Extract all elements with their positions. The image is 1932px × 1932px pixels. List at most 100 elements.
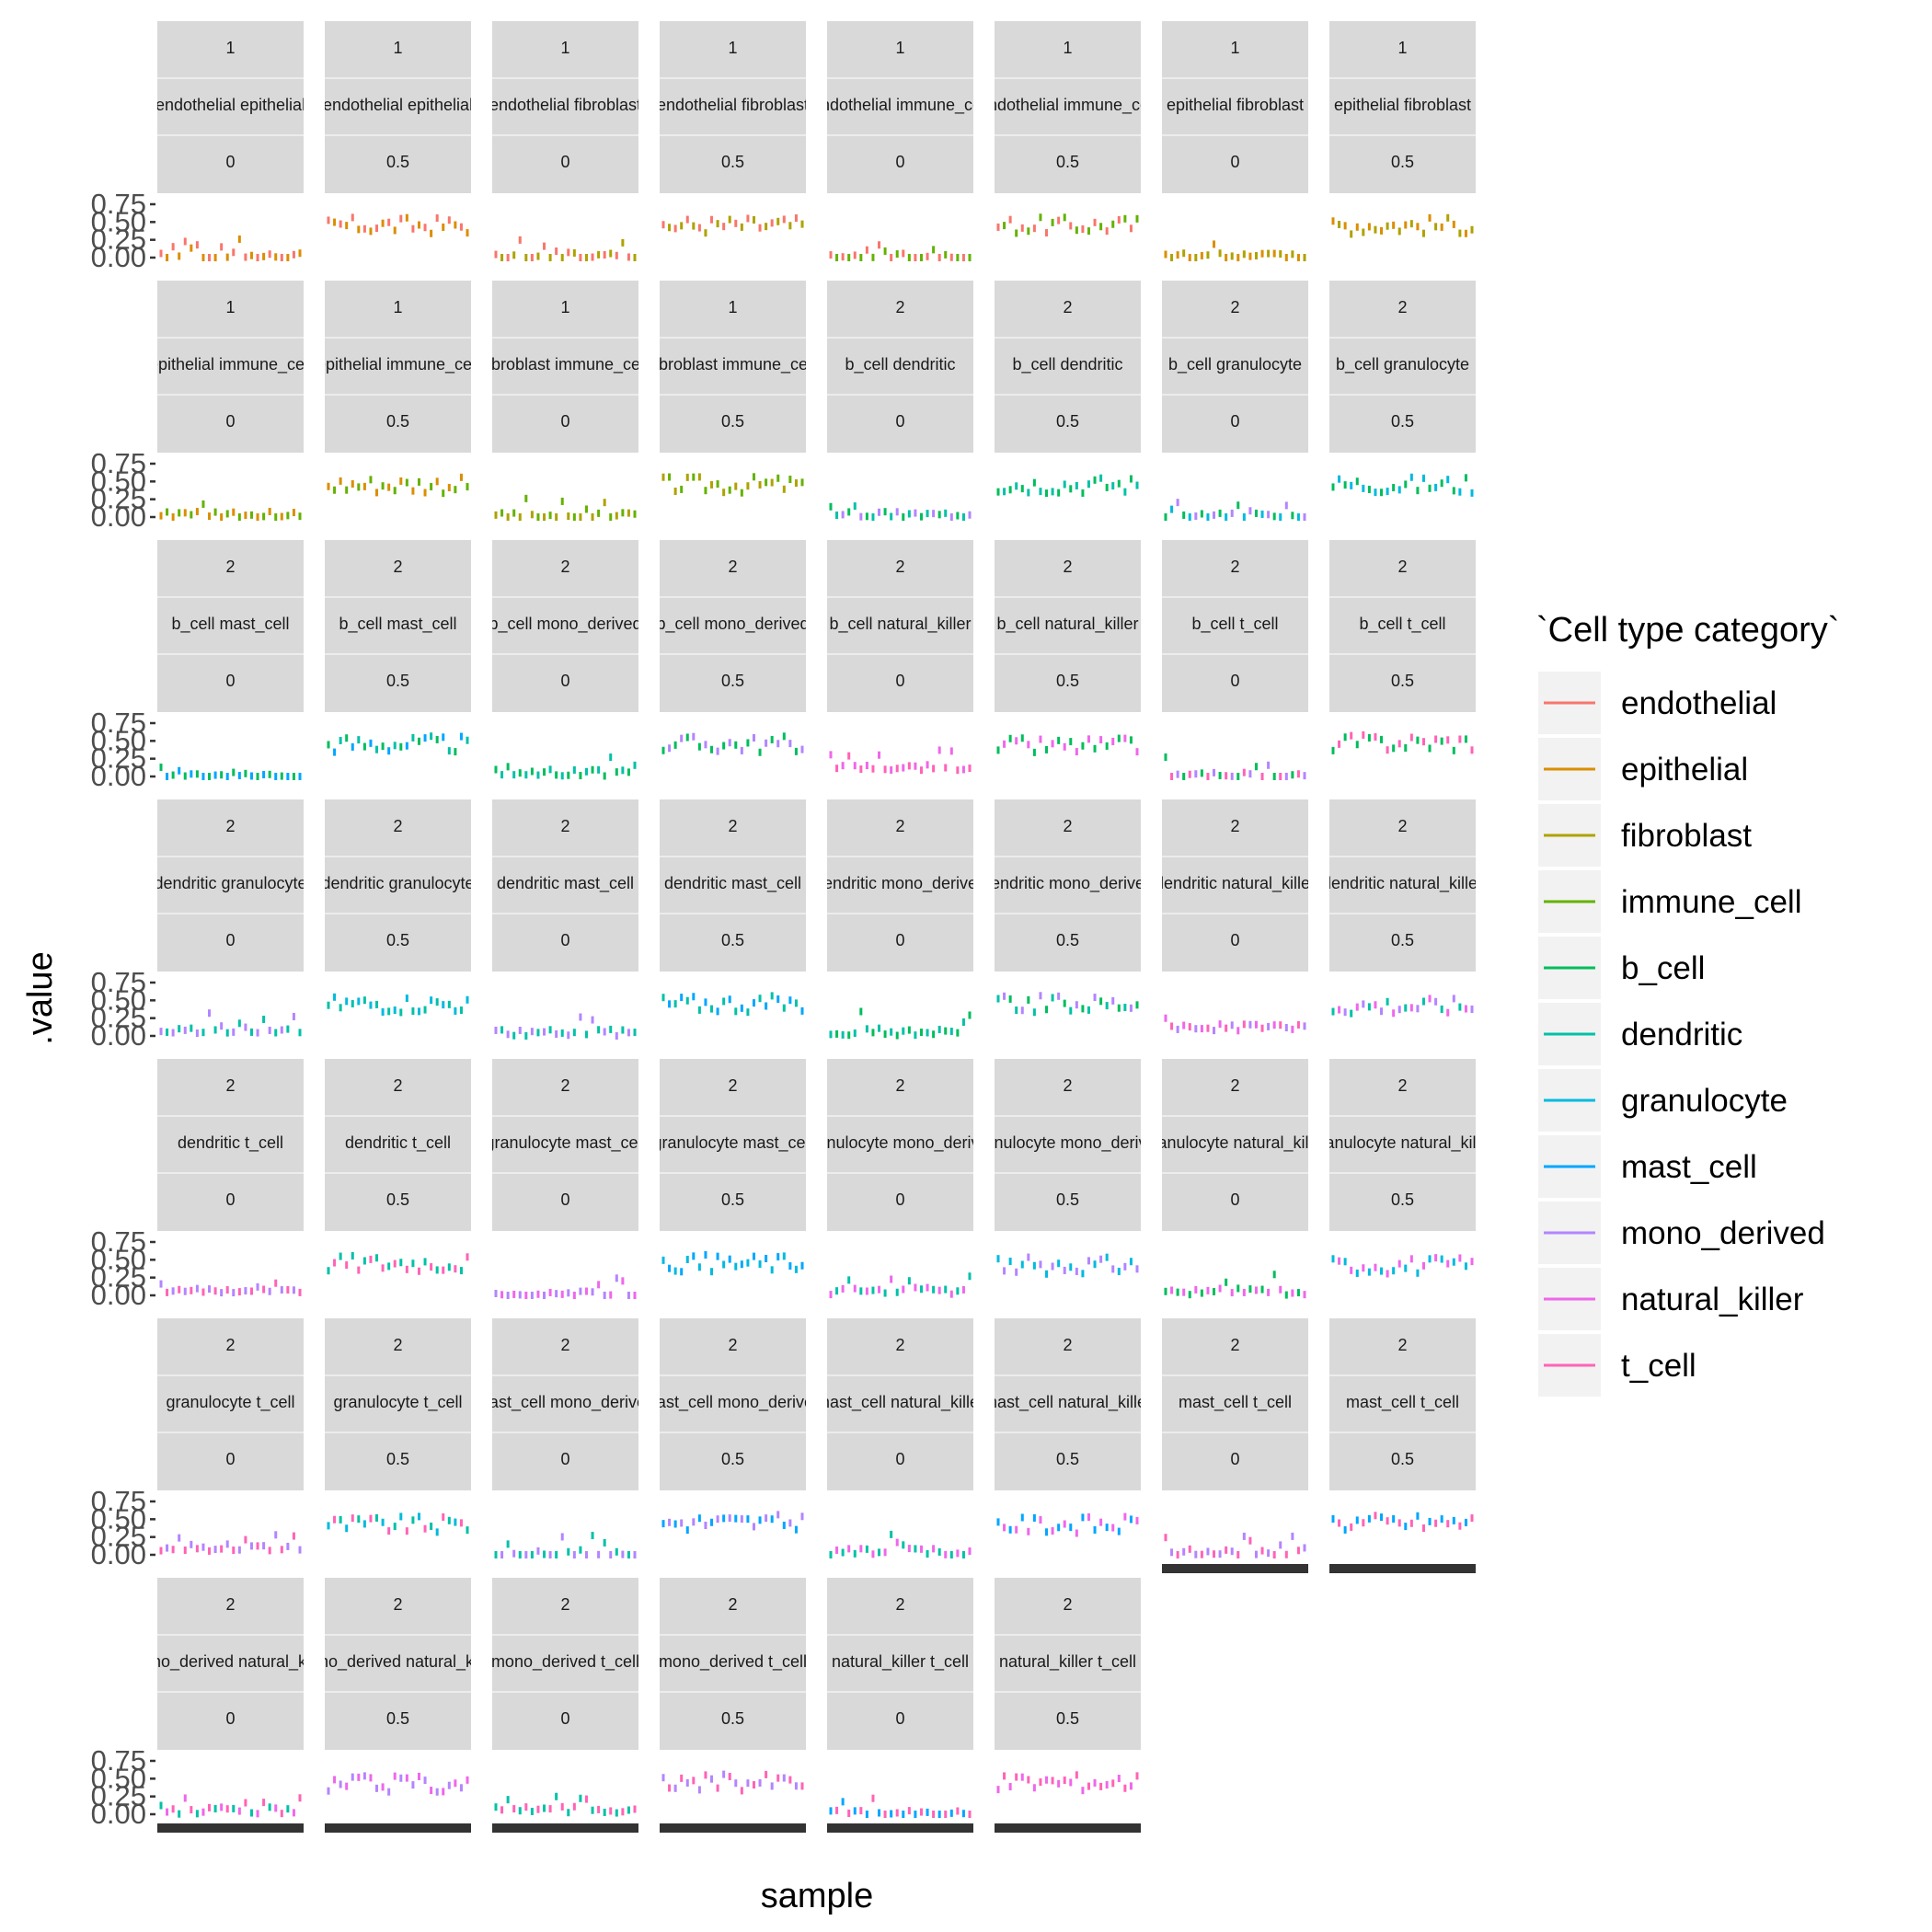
y-tick-label: 0.00 bbox=[91, 500, 146, 533]
data-point bbox=[351, 1773, 354, 1781]
facet-strip bbox=[660, 281, 806, 453]
data-point bbox=[871, 253, 875, 261]
strip-pair-label: mast_cell natural_killer bbox=[816, 1393, 984, 1412]
strip-pair-label: dendritic natural_killer bbox=[1155, 874, 1316, 893]
data-point bbox=[752, 473, 755, 481]
data-point bbox=[1020, 485, 1024, 493]
data-point bbox=[961, 765, 965, 774]
data-point bbox=[430, 482, 433, 490]
strip-level-label: 2 bbox=[895, 1076, 904, 1095]
data-point bbox=[937, 746, 941, 754]
data-point bbox=[914, 1811, 917, 1818]
strip-prop-label: 0.5 bbox=[386, 931, 409, 949]
data-point bbox=[1284, 1550, 1288, 1558]
x-axis-bar bbox=[492, 1823, 638, 1833]
data-point bbox=[765, 478, 768, 487]
strip-prop-label: 0.5 bbox=[721, 931, 744, 949]
data-point bbox=[1170, 773, 1174, 780]
data-point bbox=[393, 226, 397, 235]
data-point bbox=[1296, 1547, 1300, 1555]
data-point bbox=[262, 771, 266, 779]
data-point bbox=[1039, 213, 1042, 222]
facet-strip bbox=[995, 21, 1141, 193]
data-point bbox=[1464, 474, 1467, 482]
data-point bbox=[195, 1284, 199, 1293]
legend-label: fibroblast bbox=[1621, 818, 1752, 854]
data-point bbox=[500, 1026, 504, 1034]
data-point bbox=[1182, 249, 1186, 258]
data-point bbox=[220, 1803, 224, 1811]
data-point bbox=[555, 1551, 558, 1558]
data-point bbox=[417, 1772, 420, 1780]
data-point bbox=[878, 1285, 881, 1294]
data-point bbox=[1111, 220, 1115, 228]
data-point bbox=[1225, 772, 1228, 780]
facet-strip bbox=[660, 799, 806, 972]
data-point bbox=[423, 224, 427, 232]
data-point bbox=[1020, 1773, 1024, 1781]
data-point bbox=[692, 1518, 696, 1526]
data-point bbox=[914, 1031, 917, 1040]
data-point bbox=[1254, 1286, 1258, 1294]
data-point bbox=[776, 995, 780, 1003]
data-point bbox=[1260, 249, 1264, 258]
data-point bbox=[859, 254, 863, 261]
data-point bbox=[1135, 214, 1139, 223]
data-point bbox=[1003, 1772, 1006, 1780]
data-point bbox=[405, 1265, 408, 1273]
data-point bbox=[716, 1515, 719, 1524]
data-point bbox=[195, 1545, 199, 1553]
data-point bbox=[740, 223, 743, 231]
data-point bbox=[201, 1029, 205, 1037]
data-point bbox=[770, 992, 774, 1000]
data-point bbox=[692, 222, 696, 230]
data-point bbox=[685, 473, 689, 481]
data-point bbox=[1225, 513, 1228, 521]
data-point bbox=[298, 512, 302, 521]
data-point bbox=[183, 1794, 187, 1802]
data-point bbox=[1111, 996, 1115, 1005]
data-point bbox=[225, 510, 229, 518]
data-point bbox=[907, 1545, 911, 1553]
data-point bbox=[447, 1781, 451, 1789]
data-point bbox=[1404, 743, 1408, 752]
data-point bbox=[878, 1809, 881, 1817]
data-point bbox=[333, 993, 337, 1001]
data-point bbox=[1225, 1024, 1228, 1032]
data-point bbox=[171, 771, 175, 779]
data-point bbox=[949, 1809, 953, 1817]
data-point bbox=[944, 250, 948, 259]
data-point bbox=[430, 229, 433, 237]
data-point bbox=[673, 741, 677, 749]
data-point bbox=[1129, 224, 1133, 233]
strip-prop-label: 0.5 bbox=[1391, 1450, 1414, 1468]
data-point bbox=[697, 742, 701, 751]
data-point bbox=[1230, 772, 1234, 780]
data-point bbox=[1236, 254, 1240, 261]
data-point bbox=[734, 219, 738, 227]
data-point bbox=[1374, 225, 1377, 234]
data-point bbox=[1075, 1529, 1078, 1537]
data-point bbox=[1440, 223, 1443, 231]
data-point bbox=[794, 1265, 798, 1273]
data-point bbox=[621, 1808, 625, 1816]
data-point bbox=[1409, 473, 1413, 481]
data-point bbox=[883, 508, 887, 516]
data-point bbox=[1099, 1782, 1103, 1790]
data-point bbox=[661, 1256, 665, 1264]
data-point bbox=[782, 485, 786, 493]
y-tick-label: 0.50 bbox=[91, 465, 146, 497]
data-point bbox=[442, 1788, 445, 1796]
data-point bbox=[369, 1514, 373, 1523]
data-point bbox=[1020, 224, 1024, 232]
strip-prop-label: 0.5 bbox=[721, 672, 744, 690]
data-point bbox=[627, 1551, 630, 1558]
data-point bbox=[1057, 216, 1061, 224]
data-point bbox=[722, 1260, 726, 1269]
data-point bbox=[369, 1001, 373, 1009]
data-point bbox=[1254, 251, 1258, 259]
data-point bbox=[208, 1803, 212, 1811]
strip-level-label: 2 bbox=[728, 1595, 737, 1614]
data-point bbox=[1303, 513, 1306, 521]
data-point bbox=[249, 1287, 253, 1295]
